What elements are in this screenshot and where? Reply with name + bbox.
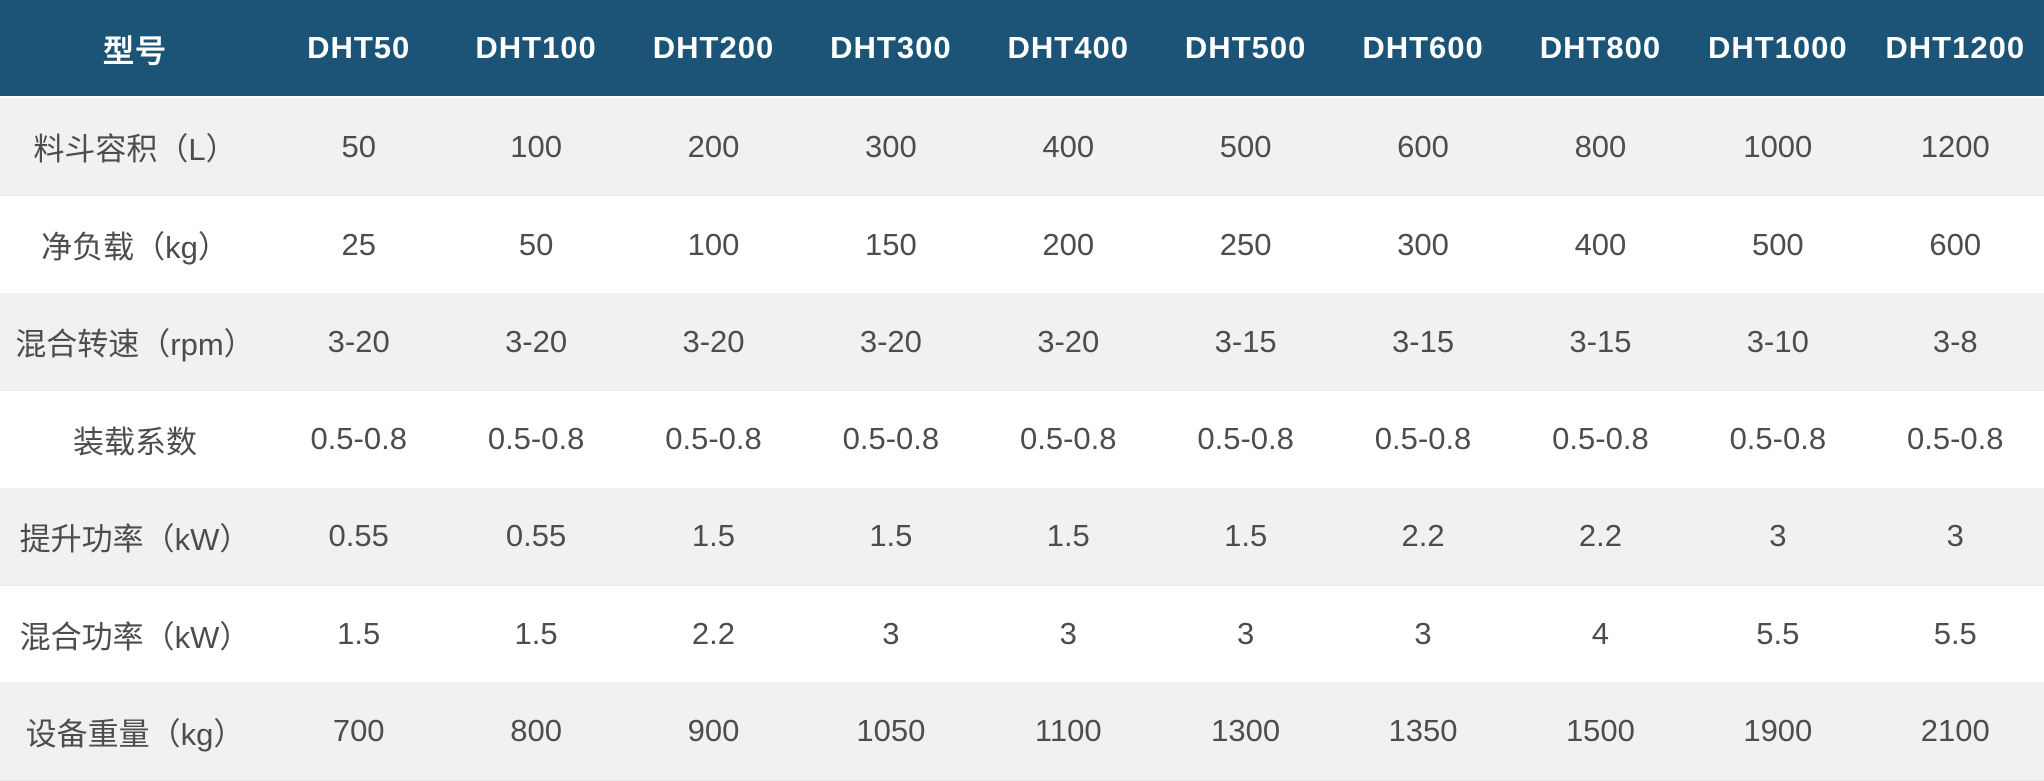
row-label: 装载系数 xyxy=(0,391,270,488)
header-model: DHT1000 xyxy=(1689,0,1867,98)
cell: 3 xyxy=(802,586,980,683)
cell: 400 xyxy=(979,98,1157,197)
cell: 3-20 xyxy=(979,292,1157,392)
cell: 0.55 xyxy=(447,487,625,587)
cell: 3-15 xyxy=(1334,292,1512,392)
cell: 0.5-0.8 xyxy=(1689,391,1867,488)
cell: 2.2 xyxy=(1511,487,1690,587)
cell: 1350 xyxy=(1334,682,1512,781)
cell: 300 xyxy=(802,98,980,197)
header-model: DHT200 xyxy=(624,0,803,98)
cell: 1.5 xyxy=(624,487,803,587)
cell: 3 xyxy=(1156,586,1335,683)
cell: 500 xyxy=(1156,98,1335,197)
cell: 500 xyxy=(1689,196,1867,293)
cell: 1300 xyxy=(1156,682,1335,781)
row-label: 净负载（kg） xyxy=(0,196,270,293)
cell: 5.5 xyxy=(1689,586,1867,683)
cell: 1050 xyxy=(802,682,980,781)
cell: 800 xyxy=(1511,98,1690,197)
cell: 0.5-0.8 xyxy=(979,391,1157,488)
cell: 1.5 xyxy=(1156,487,1335,587)
cell: 1.5 xyxy=(802,487,980,587)
cell: 50 xyxy=(447,196,625,293)
header-model-label: 型号 xyxy=(0,0,270,98)
cell: 100 xyxy=(624,196,803,293)
cell: 50 xyxy=(270,98,448,197)
cell: 2100 xyxy=(1866,682,2044,781)
cell: 0.5-0.8 xyxy=(1511,391,1690,488)
header-model: DHT400 xyxy=(979,0,1157,98)
cell: 1200 xyxy=(1866,98,2044,197)
header-model: DHT50 xyxy=(270,0,448,98)
header-model: DHT1200 xyxy=(1866,0,2044,98)
table-row-hopper-volume: 料斗容积（L） 50 100 200 300 400 500 600 800 1… xyxy=(0,98,2044,197)
table-row-mixing-power: 混合功率（kW） 1.5 1.5 2.2 3 3 3 3 4 5.5 5.5 xyxy=(0,586,2044,683)
row-label: 混合功率（kW） xyxy=(0,586,270,683)
cell: 0.5-0.8 xyxy=(1334,391,1512,488)
table-row-mixing-speed: 混合转速（rpm） 3-20 3-20 3-20 3-20 3-20 3-15 … xyxy=(0,292,2044,392)
cell: 3-20 xyxy=(447,292,625,392)
cell: 800 xyxy=(447,682,625,781)
cell: 200 xyxy=(624,98,803,197)
cell: 1900 xyxy=(1689,682,1867,781)
header-model: DHT500 xyxy=(1156,0,1335,98)
cell: 400 xyxy=(1511,196,1690,293)
row-label: 设备重量（kg） xyxy=(0,682,270,781)
cell: 1.5 xyxy=(270,586,448,683)
cell: 1.5 xyxy=(979,487,1157,587)
cell: 0.55 xyxy=(270,487,448,587)
cell: 0.5-0.8 xyxy=(624,391,803,488)
table-row-net-load: 净负载（kg） 25 50 100 150 200 250 300 400 50… xyxy=(0,196,2044,293)
cell: 3-10 xyxy=(1689,292,1867,392)
row-label: 提升功率（kW） xyxy=(0,487,270,587)
cell: 3 xyxy=(1334,586,1512,683)
cell: 0.5-0.8 xyxy=(1866,391,2044,488)
cell: 4 xyxy=(1511,586,1690,683)
cell: 150 xyxy=(802,196,980,293)
cell: 25 xyxy=(270,196,448,293)
header-model: DHT800 xyxy=(1511,0,1690,98)
cell: 250 xyxy=(1156,196,1335,293)
cell: 100 xyxy=(447,98,625,197)
row-label: 料斗容积（L） xyxy=(0,98,270,197)
cell: 600 xyxy=(1866,196,2044,293)
cell: 2.2 xyxy=(624,586,803,683)
header-model: DHT600 xyxy=(1334,0,1512,98)
header-model: DHT300 xyxy=(802,0,980,98)
header-row: 型号 DHT50 DHT100 DHT200 DHT300 DHT400 DHT… xyxy=(0,0,2044,98)
table-row-equipment-weight: 设备重量（kg） 700 800 900 1050 1100 1300 1350… xyxy=(0,682,2044,781)
cell: 0.5-0.8 xyxy=(270,391,448,488)
header-model: DHT100 xyxy=(447,0,625,98)
cell: 3-15 xyxy=(1511,292,1690,392)
cell: 200 xyxy=(979,196,1157,293)
cell: 5.5 xyxy=(1866,586,2044,683)
cell: 300 xyxy=(1334,196,1512,293)
table-row-loading-factor: 装载系数 0.5-0.8 0.5-0.8 0.5-0.8 0.5-0.8 0.5… xyxy=(0,391,2044,488)
cell: 600 xyxy=(1334,98,1512,197)
cell: 0.5-0.8 xyxy=(447,391,625,488)
cell: 3-15 xyxy=(1156,292,1335,392)
cell: 1100 xyxy=(979,682,1157,781)
cell: 900 xyxy=(624,682,803,781)
cell: 3-8 xyxy=(1866,292,2044,392)
cell: 3-20 xyxy=(270,292,448,392)
row-label: 混合转速（rpm） xyxy=(0,292,270,392)
cell: 0.5-0.8 xyxy=(1156,391,1335,488)
cell: 3 xyxy=(979,586,1157,683)
cell: 700 xyxy=(270,682,448,781)
cell: 1500 xyxy=(1511,682,1690,781)
cell: 1000 xyxy=(1689,98,1867,197)
cell: 3 xyxy=(1866,487,2044,587)
cell: 3-20 xyxy=(624,292,803,392)
cell: 3-20 xyxy=(802,292,980,392)
cell: 2.2 xyxy=(1334,487,1512,587)
table-row-lifting-power: 提升功率（kW） 0.55 0.55 1.5 1.5 1.5 1.5 2.2 2… xyxy=(0,487,2044,587)
cell: 3 xyxy=(1689,487,1867,587)
cell: 1.5 xyxy=(447,586,625,683)
cell: 0.5-0.8 xyxy=(802,391,980,488)
